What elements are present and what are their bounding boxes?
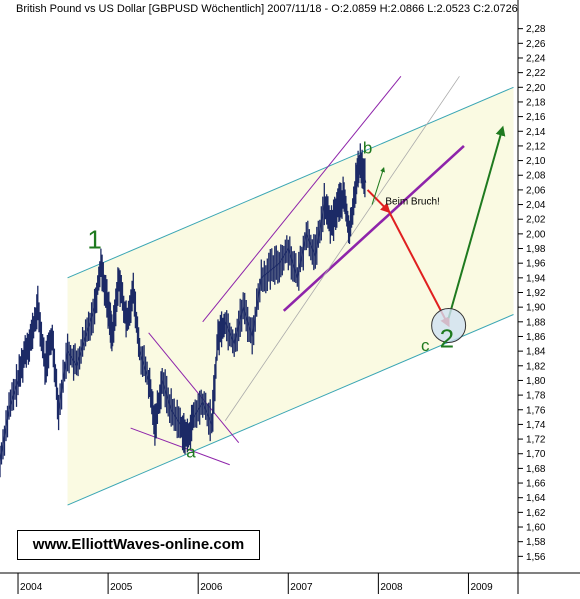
- y-tick-label: 2,22: [526, 68, 546, 79]
- y-tick-label: 1,60: [526, 523, 546, 534]
- y-tick-label: 1,80: [526, 376, 546, 387]
- y-tick-label: 2,28: [526, 24, 546, 35]
- y-tick-label: 1,64: [526, 493, 546, 504]
- forecast-arrow: [388, 211, 450, 328]
- y-tick-label: 2,14: [526, 127, 546, 138]
- y-tick-label: 1,78: [526, 391, 546, 402]
- y-tick-label: 2,20: [526, 83, 546, 94]
- y-tick-label: 1,90: [526, 303, 546, 314]
- watermark-box: www.ElliottWaves-online.com: [17, 530, 260, 560]
- watermark-text: www.ElliottWaves-online.com: [32, 536, 245, 553]
- y-tick-label: 1,76: [526, 405, 546, 416]
- support-line-wave-a: [130, 427, 230, 466]
- y-tick-label: 1,84: [526, 347, 546, 358]
- y-tick-label: 2,02: [526, 215, 546, 226]
- y-tick-label: 2,10: [526, 156, 546, 167]
- y-tick-label: 1,62: [526, 508, 546, 519]
- channel-fill: [67, 87, 514, 506]
- x-tick-label: 2005: [110, 582, 133, 593]
- y-tick-label: 1,96: [526, 259, 546, 270]
- wave-label: b: [363, 138, 372, 157]
- x-tick-label: 2004: [20, 582, 43, 593]
- x-tick-label: 2008: [380, 582, 403, 593]
- x-tick-label: 2007: [290, 582, 313, 593]
- forecast-arrow: [447, 125, 506, 319]
- wave-label: a: [186, 442, 196, 461]
- chart-title: British Pound vs US Dollar [GBPUSD Wöche…: [16, 3, 518, 15]
- price-trace: [0, 160, 367, 462]
- y-tick-label: 2,26: [526, 39, 546, 50]
- y-tick-label: 1,70: [526, 449, 546, 460]
- y-tick-label: 2,16: [526, 112, 546, 123]
- y-tick-label: 1,66: [526, 479, 546, 490]
- forecast-arrow: [371, 166, 385, 205]
- rising-wedge-upper-line: [202, 75, 402, 323]
- y-tick-label: 2,08: [526, 171, 546, 182]
- x-tick-label: 2006: [200, 582, 223, 593]
- y-tick-label: 1,86: [526, 332, 546, 343]
- annotation-text: Beim Bruch!: [385, 197, 439, 208]
- y-tick-label: 1,98: [526, 244, 546, 255]
- wave-label: 1: [87, 225, 101, 255]
- y-tick-label: 1,58: [526, 537, 546, 548]
- wedge-lower-trendline: [282, 144, 465, 312]
- y-tick-label: 1,74: [526, 420, 546, 431]
- x-tick-label: 2009: [470, 582, 493, 593]
- y-tick-label: 2,24: [526, 53, 546, 64]
- y-tick-label: 2,04: [526, 200, 546, 211]
- y-tick-label: 2,12: [526, 141, 546, 152]
- y-tick-label: 1,92: [526, 288, 546, 299]
- forecast-arrow: [366, 189, 391, 214]
- y-tick-label: 1,68: [526, 464, 546, 475]
- y-tick-label: 1,56: [526, 552, 546, 563]
- y-tick-label: 2,18: [526, 97, 546, 108]
- y-tick-label: 1,82: [526, 361, 546, 372]
- target-circle: [431, 307, 467, 343]
- falling-line-wave-a: [148, 332, 240, 444]
- y-tick-label: 1,72: [526, 435, 546, 446]
- y-tick-label: 1,94: [526, 273, 546, 284]
- wave-label: 2: [440, 323, 454, 353]
- channel-upper-line: [67, 86, 514, 279]
- y-tick-label: 1,88: [526, 317, 546, 328]
- y-tick-label: 2,06: [526, 185, 546, 196]
- y-tick-label: 2,00: [526, 229, 546, 240]
- wave-label: c: [421, 336, 430, 355]
- channel-lower-line: [67, 314, 514, 506]
- gray-trend-line: [224, 76, 460, 421]
